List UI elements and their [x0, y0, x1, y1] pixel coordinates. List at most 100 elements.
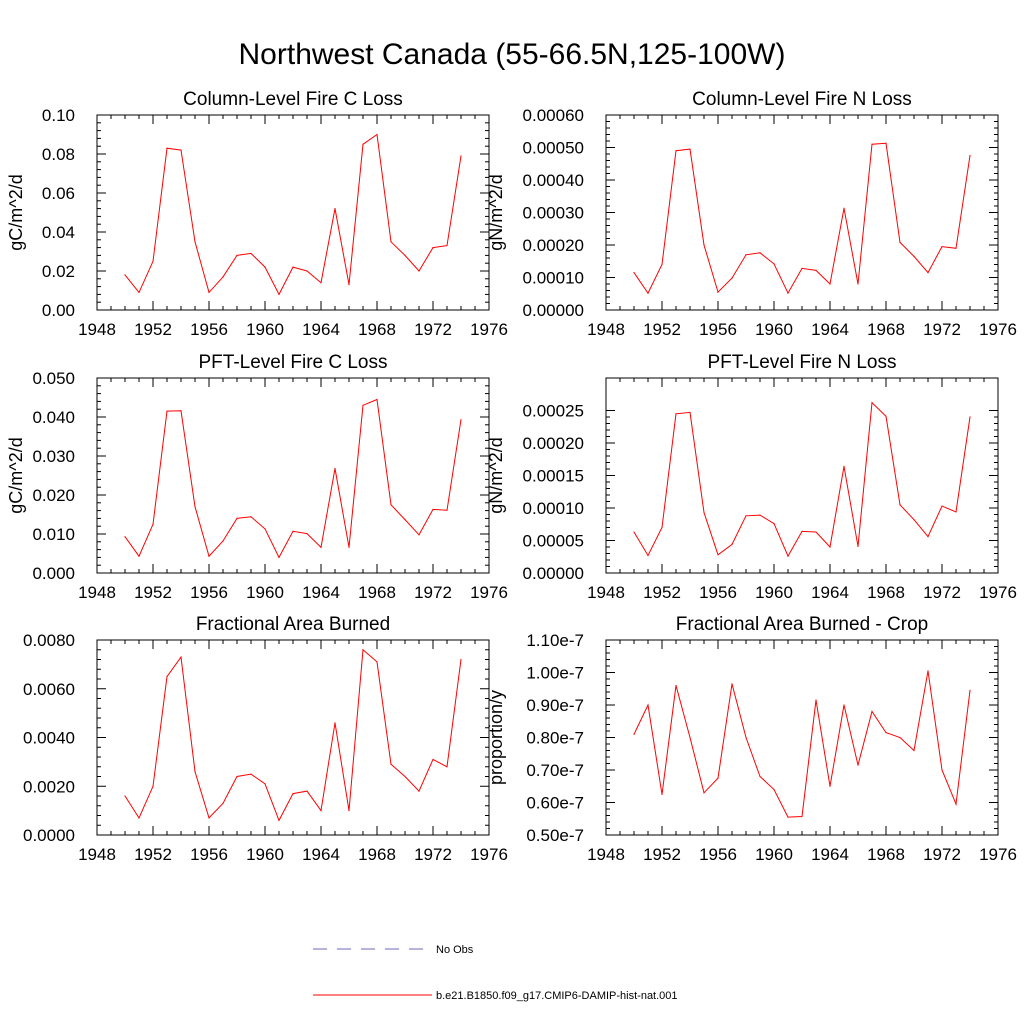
data-point — [955, 511, 957, 513]
data-point — [222, 276, 224, 278]
data-point — [194, 771, 196, 773]
data-point — [194, 241, 196, 243]
x-tick-label: 1976 — [470, 845, 508, 864]
y-tick-label: 0.00000 — [523, 564, 584, 583]
data-point — [432, 247, 434, 249]
data-point — [390, 763, 392, 765]
x-tick-label: 1956 — [190, 845, 228, 864]
x-tick-label: 1968 — [358, 583, 396, 602]
data-point — [348, 546, 350, 548]
chart-panel-1: 1948 1952 1956 1960 1964 1968 1972 1976 0.00 0.02… — [6, 89, 508, 339]
panel-title: Column-Level Fire C Loss — [183, 89, 403, 110]
x-tick-label: 1948 — [587, 320, 625, 339]
x-tick-label: 1964 — [811, 583, 849, 602]
data-point — [208, 291, 210, 294]
data-point — [745, 515, 747, 517]
plot-frame — [96, 377, 490, 574]
data-point — [843, 207, 845, 209]
data-point — [194, 506, 196, 508]
y-tick-label: 0.10 — [42, 106, 75, 125]
data-point — [899, 736, 901, 739]
data-point — [843, 465, 845, 467]
data-point — [250, 516, 252, 518]
data-point — [955, 247, 957, 249]
data-point — [264, 266, 266, 268]
chart-panel-4: 1948 1952 1956 1960 1964 1968 1972 1976 0.00000 0… — [486, 352, 1017, 602]
data-point — [432, 508, 434, 511]
data-point — [334, 467, 336, 470]
data-point — [278, 293, 280, 295]
panel-title: PFT-Level Fire N Loss — [708, 352, 897, 373]
data-point — [675, 684, 677, 687]
data-point — [871, 402, 873, 404]
data-point — [376, 398, 378, 401]
x-tick-label: 1960 — [246, 583, 284, 602]
data-point — [759, 514, 761, 516]
page-title: Northwest Canada (55-66.5N,125-100W) — [238, 38, 786, 71]
data-point — [306, 270, 308, 272]
x-tick-label: 1968 — [358, 320, 396, 339]
x-tick-label: 1952 — [134, 845, 172, 864]
data-point — [703, 244, 705, 246]
data-point — [913, 519, 915, 521]
data-point — [633, 733, 635, 735]
y-tick-label: 0.02 — [42, 262, 75, 281]
data-point — [857, 283, 859, 285]
data-point — [731, 683, 733, 685]
data-point — [927, 670, 929, 672]
y-tick-label: 0.00025 — [523, 402, 584, 421]
data-point — [801, 530, 803, 533]
chart-panel-5: 1948 1952 1956 1960 1964 1968 1972 1976 0.0000 0.… — [23, 614, 508, 864]
panel-title: PFT-Level Fire C Loss — [199, 352, 388, 373]
y-axis-label: proportion/y — [486, 690, 506, 785]
data-point — [404, 775, 406, 778]
data-point — [787, 555, 789, 557]
y-tick-label: 0.70e-7 — [526, 761, 584, 780]
y-tick-label: 0.00060 — [523, 106, 584, 125]
y-tick-label: 0.00010 — [523, 499, 584, 518]
x-tick-label: 1968 — [867, 845, 905, 864]
data-point — [829, 546, 831, 548]
data-point — [927, 272, 929, 274]
x-tick-label: 1960 — [755, 845, 793, 864]
data-point — [969, 416, 971, 418]
data-point — [138, 291, 140, 294]
x-tick-label: 1960 — [246, 320, 284, 339]
y-tick-label: 0.030 — [32, 447, 75, 466]
y-tick-label: 0.020 — [32, 486, 75, 505]
data-point — [320, 810, 322, 812]
x-tick-label: 1976 — [470, 583, 508, 602]
x-tick-label: 1976 — [979, 320, 1017, 339]
y-tick-label: 0.00040 — [523, 171, 584, 190]
y-tick-label: 0.0060 — [23, 680, 75, 699]
x-tick-label: 1956 — [699, 845, 737, 864]
x-tick-label: 1964 — [811, 320, 849, 339]
data-point — [236, 517, 238, 520]
data-point — [675, 150, 677, 152]
y-axis-label: gN/m^2/d — [486, 174, 506, 250]
x-tick-label: 1968 — [867, 583, 905, 602]
x-tick-label: 1952 — [643, 845, 681, 864]
data-point — [166, 675, 168, 678]
data-point — [689, 736, 691, 739]
data-point — [404, 518, 406, 521]
data-point — [180, 656, 182, 658]
data-point — [647, 292, 649, 294]
data-point — [390, 504, 392, 506]
data-point — [124, 274, 126, 276]
legend-label-no-obs: No Obs — [436, 944, 474, 956]
x-tick-label: 1964 — [302, 583, 340, 602]
y-tick-label: 0.90e-7 — [526, 696, 584, 715]
data-point — [166, 410, 168, 412]
x-tick-label: 1948 — [78, 583, 116, 602]
y-tick-label: 0.50e-7 — [526, 826, 584, 845]
panel-title: Fractional Area Burned — [196, 614, 390, 635]
y-tick-label: 0.050 — [32, 369, 75, 388]
data-point — [250, 773, 252, 775]
series-line — [124, 398, 462, 559]
data-point — [941, 505, 943, 507]
data-point — [647, 704, 649, 706]
x-tick-label: 1952 — [134, 583, 172, 602]
data-point — [913, 255, 915, 257]
y-tick-label: 0.0020 — [23, 777, 75, 796]
